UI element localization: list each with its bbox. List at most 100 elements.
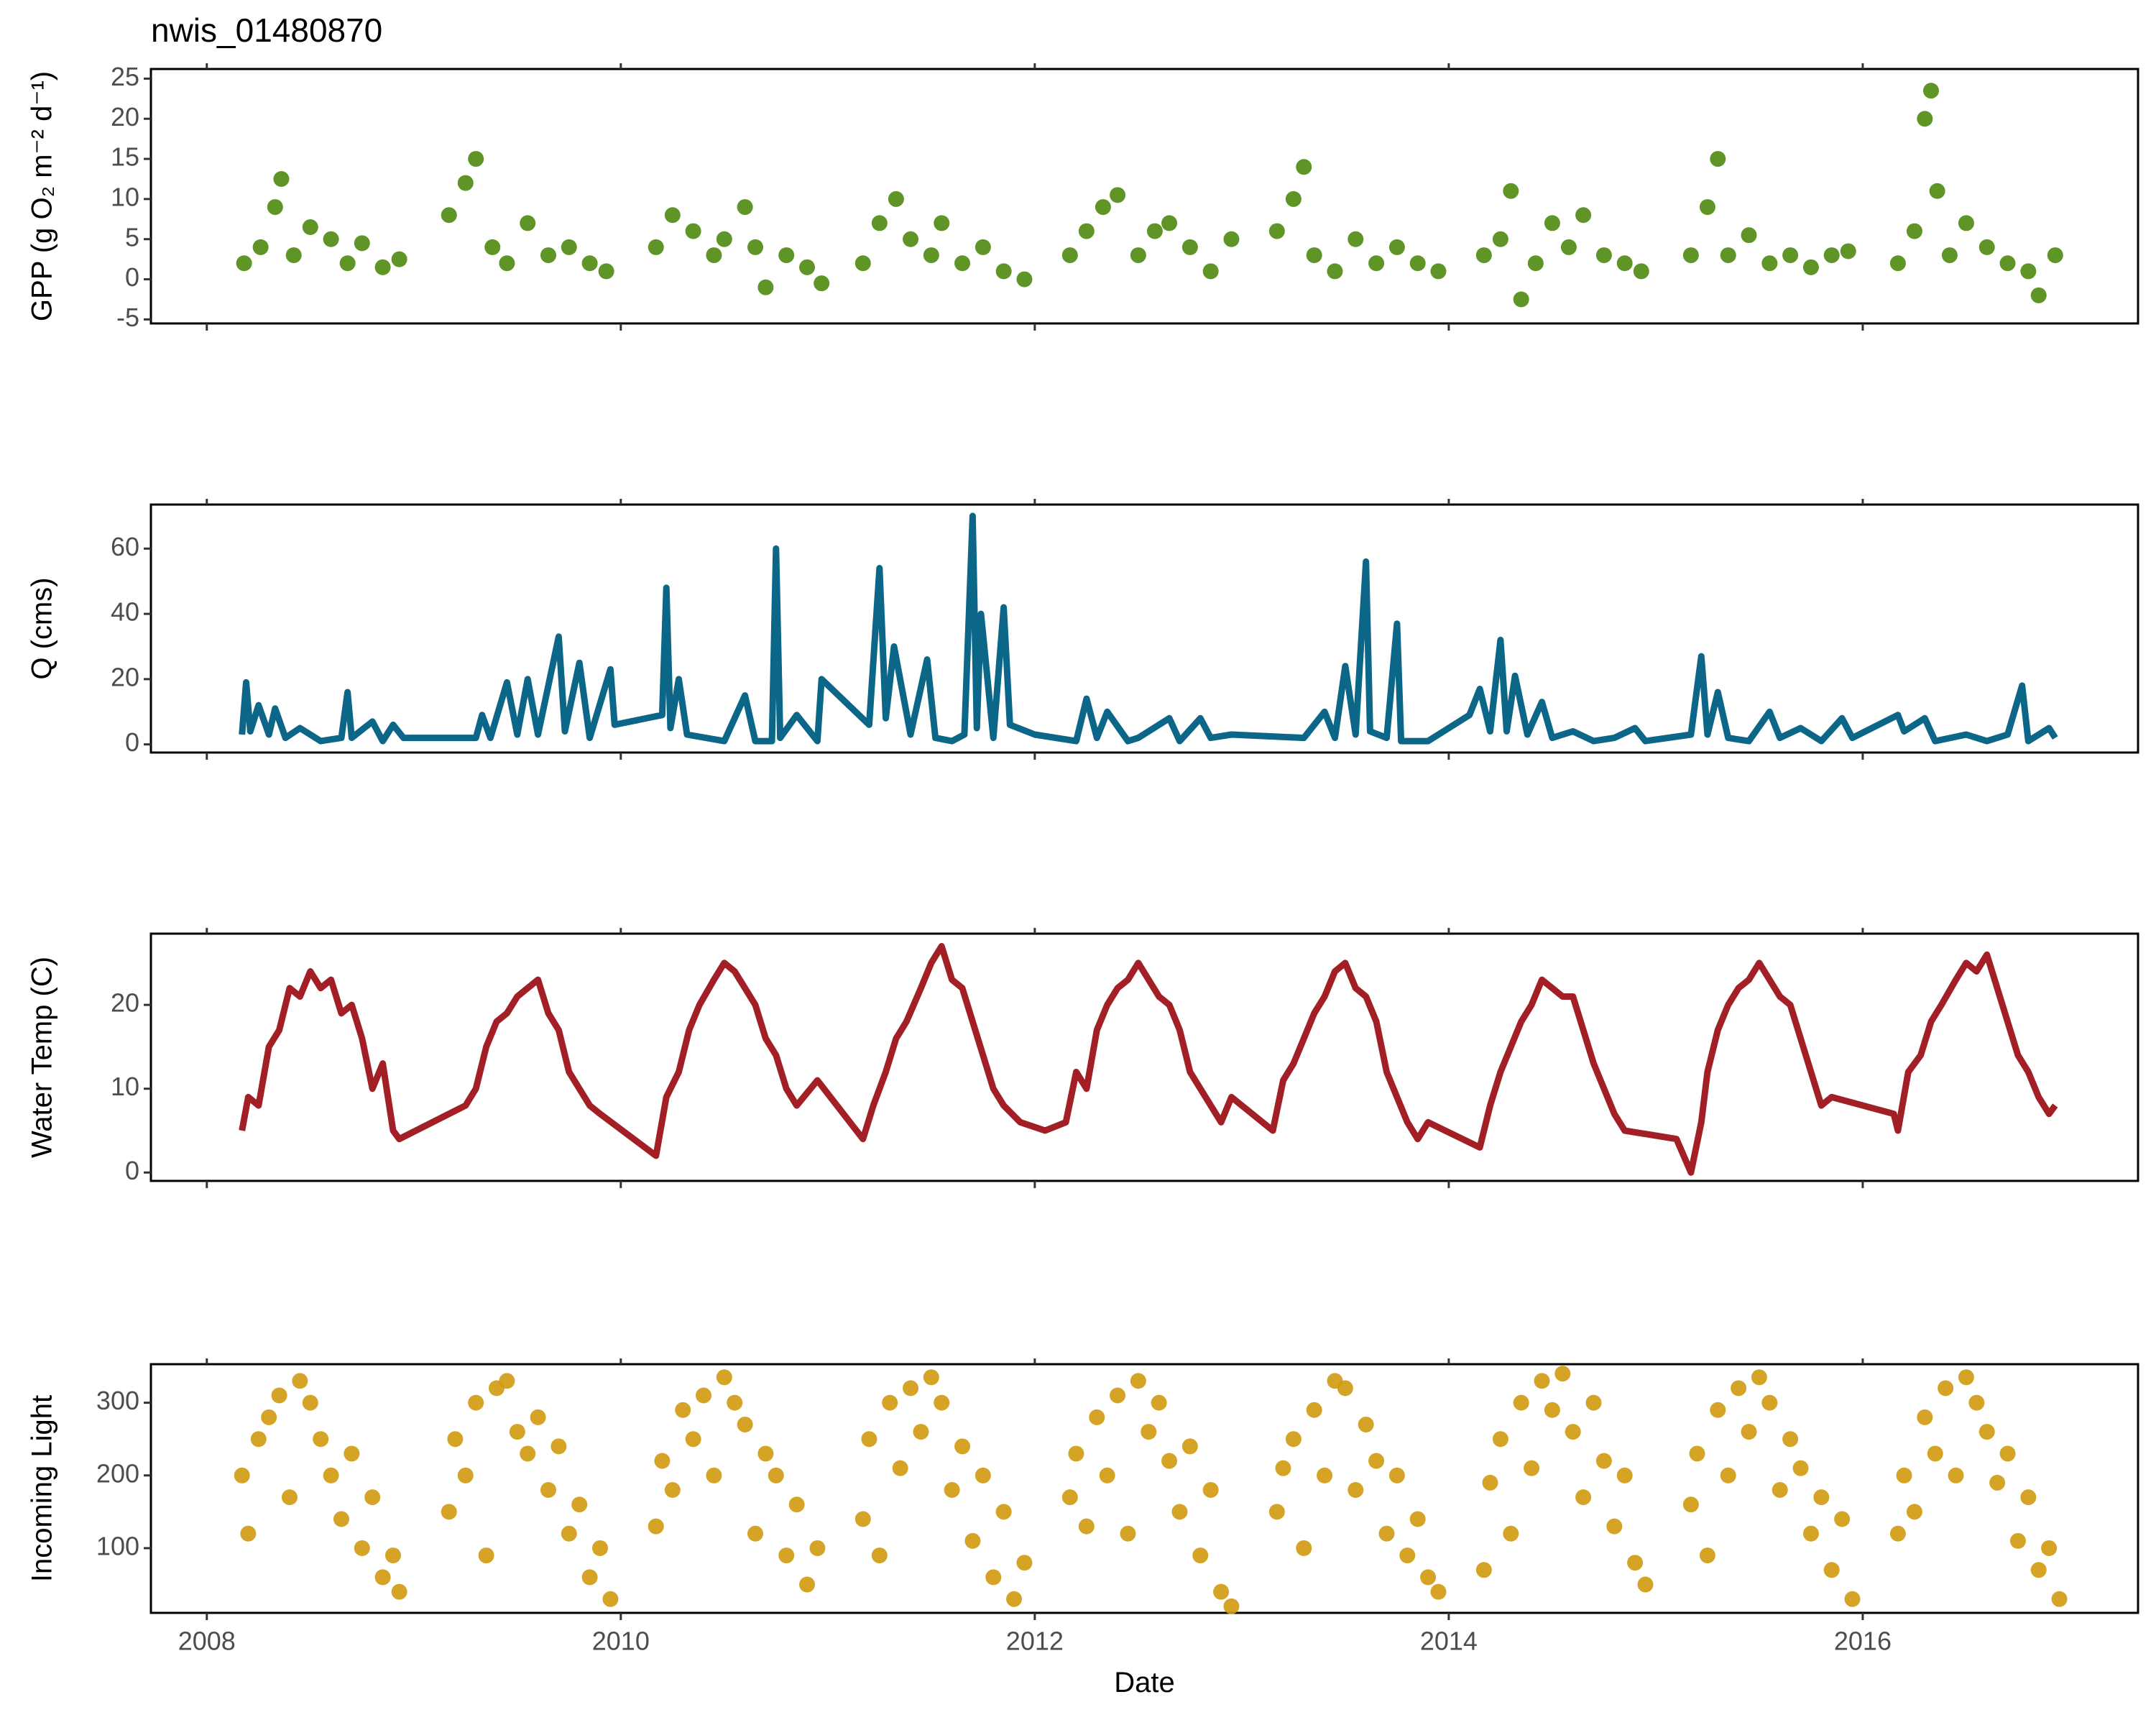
point [1941, 247, 1958, 264]
point [1430, 263, 1447, 280]
point [1181, 239, 1198, 255]
point [1399, 1547, 1416, 1564]
point [1306, 247, 1322, 264]
point [696, 1387, 712, 1404]
point [1348, 1482, 1364, 1499]
point [1475, 1562, 1492, 1578]
point [391, 251, 407, 267]
point [1710, 151, 1726, 167]
point [1792, 1460, 1809, 1476]
point [1633, 263, 1649, 280]
point [313, 1431, 329, 1448]
point [1958, 215, 1974, 231]
point [2041, 1540, 2058, 1556]
point [441, 207, 457, 224]
point [1130, 1373, 1146, 1389]
point [747, 239, 764, 255]
point [2020, 1489, 2037, 1506]
point [2009, 1532, 2026, 1549]
y-tick-label: 5 [125, 222, 139, 252]
point [799, 259, 816, 275]
point [1388, 239, 1405, 255]
point [888, 190, 904, 207]
y-axis-label: Incoming Light [27, 1395, 58, 1582]
point [1388, 1467, 1405, 1484]
point [1120, 1525, 1136, 1542]
point [1089, 1409, 1105, 1425]
point [1068, 1445, 1084, 1462]
point [1368, 255, 1385, 272]
point [1296, 1540, 1312, 1556]
point [1917, 1409, 1933, 1425]
point [1161, 215, 1178, 231]
point [1813, 1489, 1830, 1506]
point [273, 170, 290, 187]
point [499, 255, 515, 272]
point [1575, 1489, 1592, 1506]
x-tick-label: 2014 [1420, 1627, 1478, 1656]
point [1782, 247, 1799, 264]
point [882, 1394, 898, 1411]
point [1130, 247, 1146, 264]
point [1146, 223, 1163, 239]
point [1731, 1380, 1747, 1397]
point [1368, 1453, 1385, 1469]
point [1544, 215, 1560, 231]
point [339, 255, 356, 272]
point [1078, 223, 1095, 239]
point [964, 1532, 981, 1549]
point [768, 1467, 784, 1484]
point [648, 239, 664, 255]
point [271, 1387, 287, 1404]
y-tick-label: 60 [111, 532, 139, 561]
point [737, 1416, 753, 1432]
point [934, 1394, 950, 1411]
y-tick-label: 0 [125, 1156, 139, 1185]
point [1889, 255, 1906, 272]
panel-border [149, 1363, 2139, 1614]
point [252, 239, 269, 255]
point [1999, 1445, 2016, 1462]
point [1513, 291, 1529, 308]
point [1524, 1460, 1540, 1476]
point [1095, 199, 1111, 216]
point [1889, 1525, 1906, 1542]
point [1110, 187, 1126, 203]
point [1061, 247, 1078, 264]
point [1710, 1402, 1726, 1418]
point [384, 1547, 401, 1564]
line [239, 512, 2058, 745]
point [903, 231, 919, 247]
point [1482, 1474, 1498, 1491]
point [747, 1525, 764, 1542]
point [1968, 1394, 1985, 1411]
point [323, 1467, 339, 1484]
point [468, 151, 484, 167]
point [447, 1431, 464, 1448]
panel-border [149, 68, 2139, 325]
point [1527, 255, 1544, 272]
point [478, 1547, 494, 1564]
point [267, 199, 283, 216]
point [1285, 190, 1302, 207]
point [1016, 1555, 1033, 1571]
y-tick-label: 15 [111, 142, 139, 172]
point [499, 1373, 515, 1389]
point [540, 1482, 556, 1499]
point [1213, 1583, 1230, 1600]
point [814, 275, 830, 292]
point [1823, 1562, 1840, 1578]
point [2030, 287, 2047, 303]
point [484, 239, 501, 255]
point [1275, 1460, 1291, 1476]
point [1202, 263, 1219, 280]
point [1099, 1467, 1115, 1484]
point [1016, 271, 1033, 288]
point [520, 215, 536, 231]
point [675, 1402, 691, 1418]
point [757, 279, 774, 295]
point [778, 247, 795, 264]
point [799, 1576, 816, 1593]
point [1296, 159, 1312, 175]
point [1534, 1373, 1550, 1389]
